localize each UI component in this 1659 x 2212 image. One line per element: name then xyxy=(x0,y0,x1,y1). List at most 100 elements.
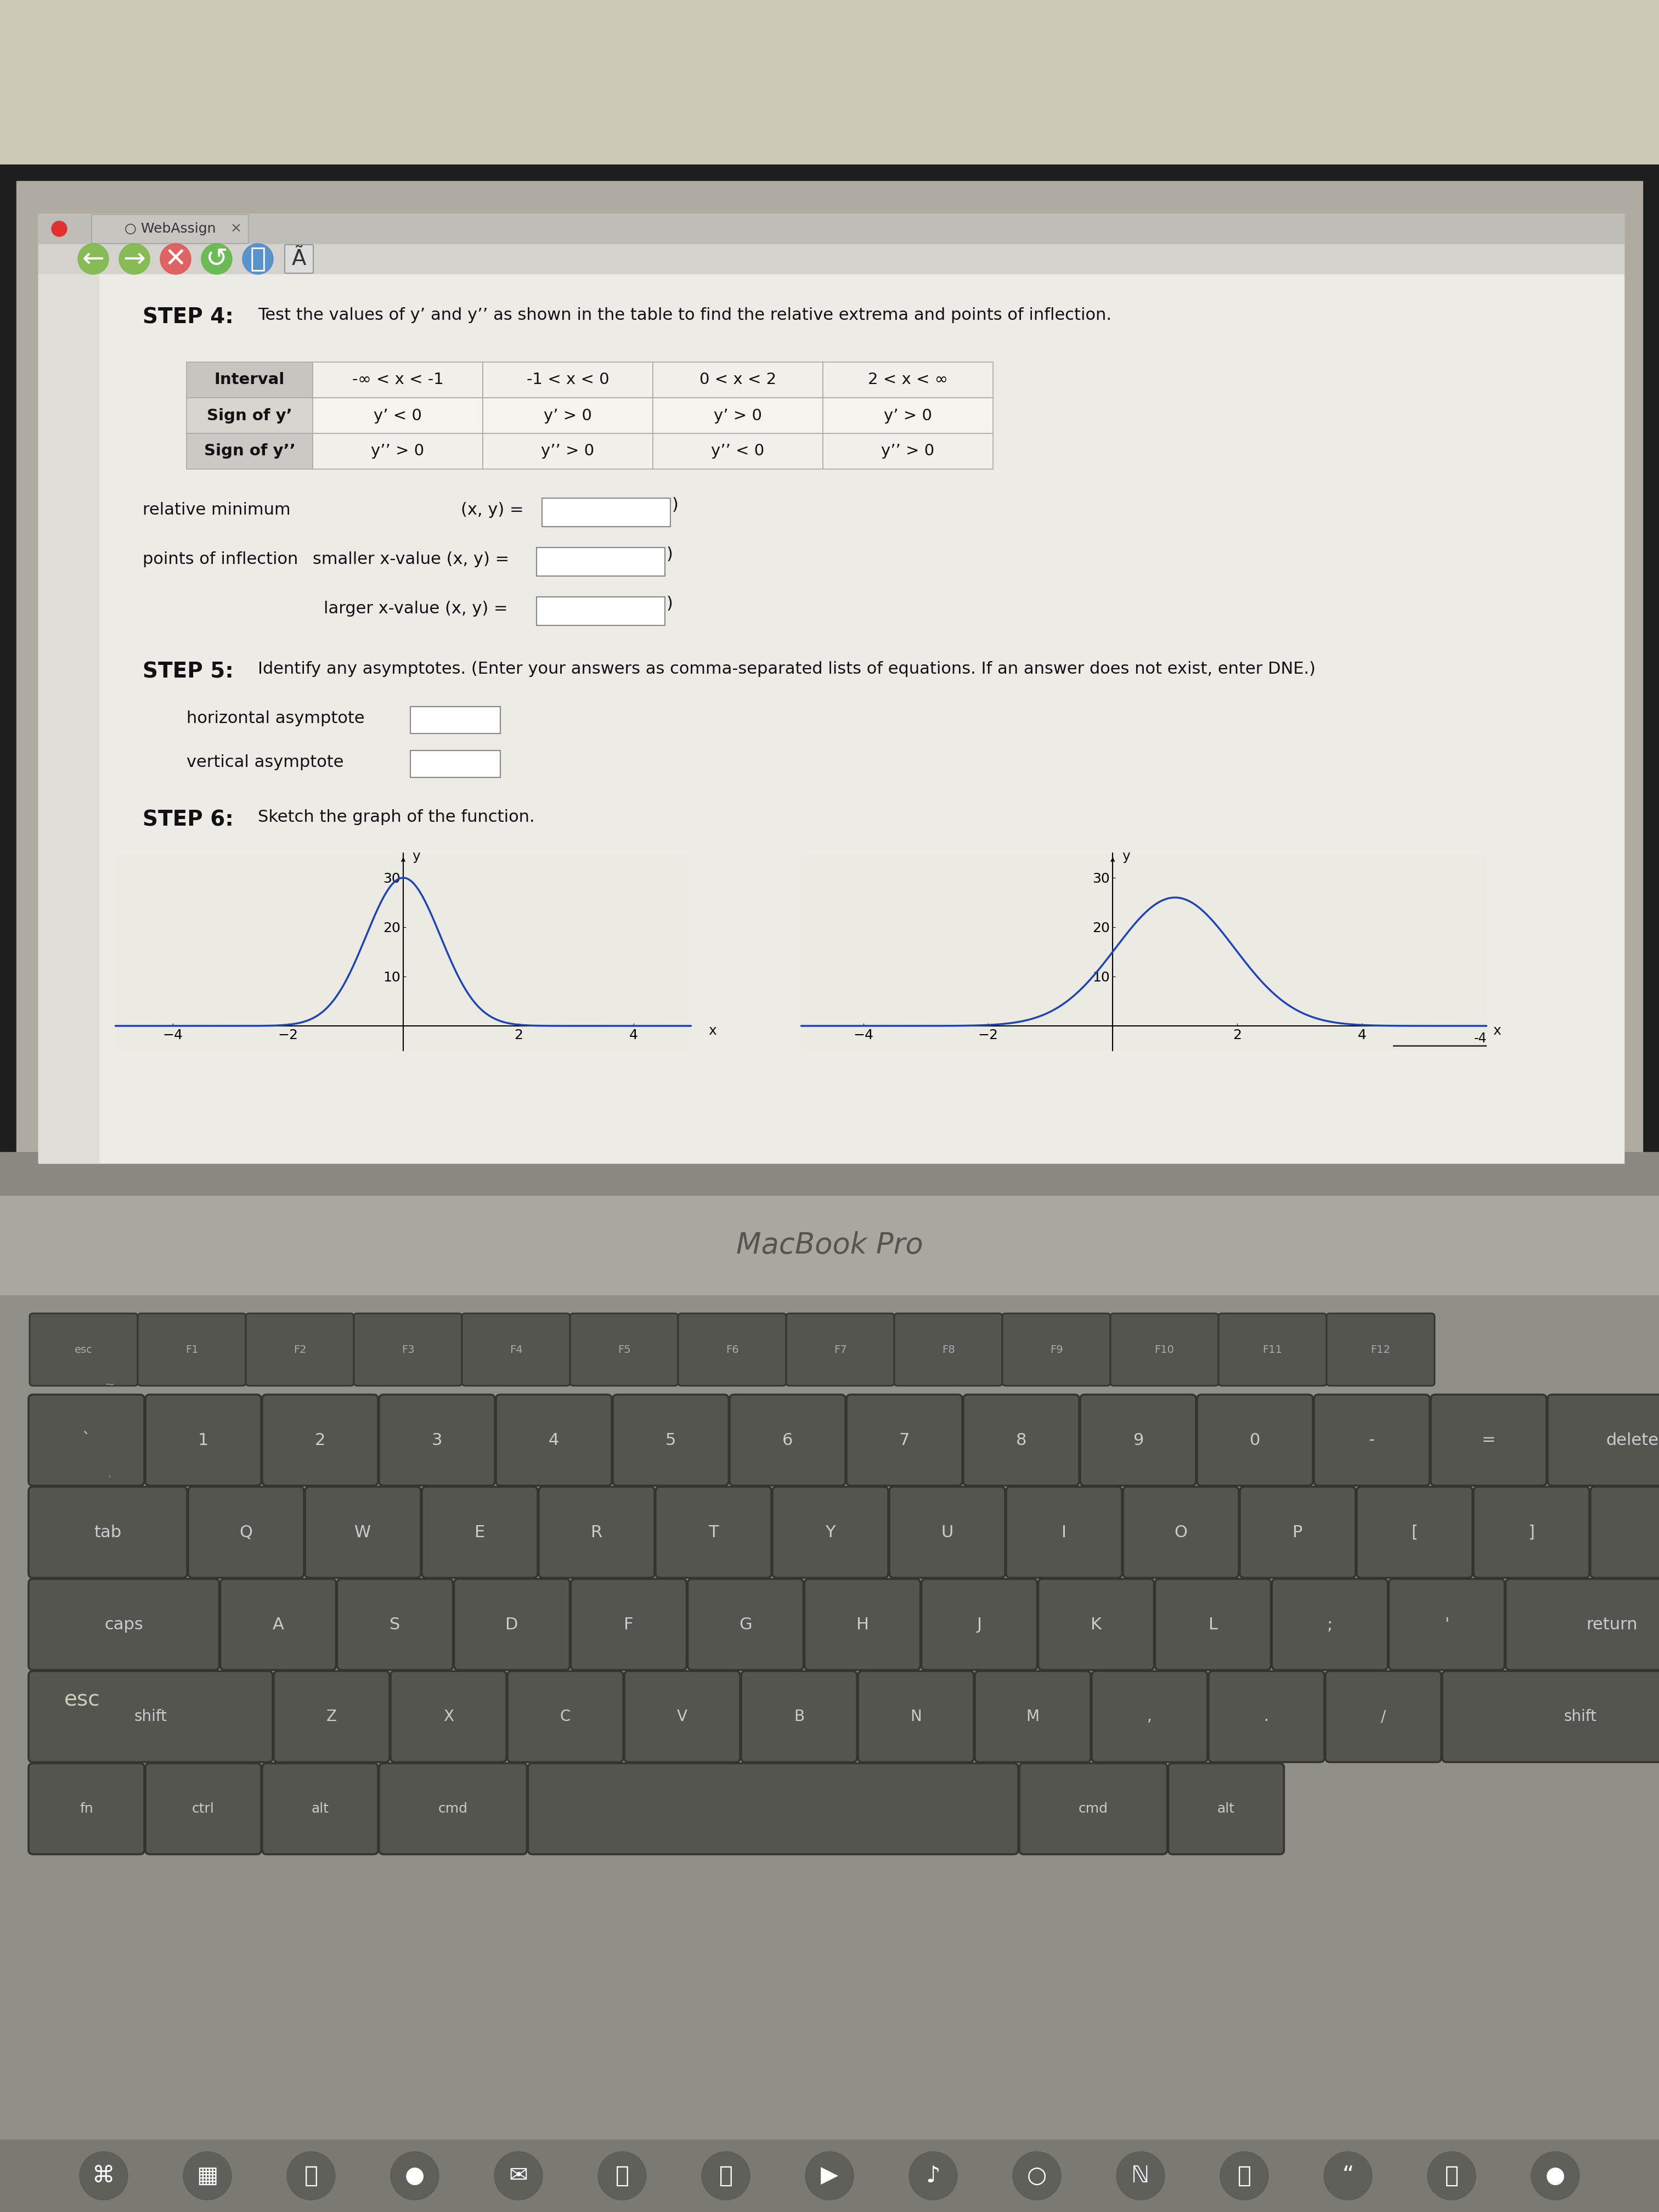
FancyBboxPatch shape xyxy=(679,1314,786,1385)
FancyBboxPatch shape xyxy=(1110,1314,1218,1385)
Text: ,: , xyxy=(1146,1710,1151,1725)
Text: `: ` xyxy=(108,1475,113,1486)
Circle shape xyxy=(119,243,149,274)
Text: ✉: ✉ xyxy=(509,2163,528,2188)
Text: 🧭: 🧭 xyxy=(304,2163,319,2188)
Text: W: W xyxy=(355,1524,372,1540)
FancyBboxPatch shape xyxy=(1314,1394,1430,1486)
Text: F4: F4 xyxy=(509,1345,523,1354)
FancyBboxPatch shape xyxy=(655,1486,771,1577)
FancyBboxPatch shape xyxy=(146,1763,260,1854)
Text: ▶: ▶ xyxy=(821,2163,838,2188)
FancyBboxPatch shape xyxy=(1168,1763,1284,1854)
Bar xyxy=(823,363,994,398)
FancyBboxPatch shape xyxy=(846,1394,962,1486)
Text: /: / xyxy=(1380,1710,1385,1725)
Text: F1: F1 xyxy=(186,1345,197,1354)
Circle shape xyxy=(1324,2152,1372,2201)
Text: F11: F11 xyxy=(1262,1345,1282,1354)
Text: Ã: Ã xyxy=(292,248,307,270)
Text: E: E xyxy=(474,1524,484,1540)
Text: 6: 6 xyxy=(781,1431,793,1449)
FancyBboxPatch shape xyxy=(1473,1486,1589,1577)
FancyBboxPatch shape xyxy=(921,1579,1037,1670)
Circle shape xyxy=(161,243,191,274)
FancyBboxPatch shape xyxy=(30,1314,138,1385)
Text: Identify any asymptotes. (Enter your answers as comma-separated lists of equatio: Identify any asymptotes. (Enter your ans… xyxy=(257,661,1316,677)
Bar xyxy=(0,2139,1659,2212)
FancyBboxPatch shape xyxy=(1389,1579,1505,1670)
Text: [: [ xyxy=(1412,1524,1418,1540)
Text: Test the values of y’ and y’’ as shown in the table to find the relative extrema: Test the values of y’ and y’’ as shown i… xyxy=(257,307,1112,323)
Text: caps: caps xyxy=(105,1617,143,1632)
Text: B: B xyxy=(793,1710,805,1725)
FancyBboxPatch shape xyxy=(28,1486,187,1577)
Text: ): ) xyxy=(672,498,679,513)
Bar xyxy=(0,164,1659,1179)
FancyBboxPatch shape xyxy=(1209,1670,1324,1763)
FancyBboxPatch shape xyxy=(858,1670,974,1763)
Bar xyxy=(186,363,312,398)
Bar xyxy=(0,1197,1659,1294)
FancyBboxPatch shape xyxy=(187,1486,304,1577)
Text: ): ) xyxy=(667,595,674,613)
Text: alt: alt xyxy=(1218,1803,1234,1816)
FancyBboxPatch shape xyxy=(571,1314,679,1385)
Text: relative minimum: relative minimum xyxy=(143,502,290,518)
Text: ×: × xyxy=(231,221,242,234)
FancyBboxPatch shape xyxy=(246,1314,353,1385)
Bar xyxy=(654,398,823,434)
FancyBboxPatch shape xyxy=(285,246,314,274)
Text: S: S xyxy=(390,1617,400,1632)
Circle shape xyxy=(909,2152,957,2201)
Text: x: x xyxy=(1493,1024,1501,1037)
FancyBboxPatch shape xyxy=(786,1314,894,1385)
Text: y’’ > 0: y’’ > 0 xyxy=(372,445,425,458)
Circle shape xyxy=(78,243,108,274)
FancyBboxPatch shape xyxy=(421,1486,538,1577)
Text: F7: F7 xyxy=(834,1345,846,1354)
Text: 4: 4 xyxy=(549,1431,559,1449)
Bar xyxy=(38,215,1624,243)
Text: 📅: 📅 xyxy=(718,2163,733,2188)
Circle shape xyxy=(1117,2152,1165,2201)
Text: Sign of y’: Sign of y’ xyxy=(207,407,292,422)
FancyBboxPatch shape xyxy=(1092,1670,1208,1763)
Text: M: M xyxy=(1027,1710,1039,1725)
Bar xyxy=(38,243,1624,274)
Text: T: T xyxy=(708,1524,718,1540)
Text: STEP 5:: STEP 5: xyxy=(143,661,234,681)
Text: 🅰: 🅰 xyxy=(1445,2163,1458,2188)
FancyBboxPatch shape xyxy=(688,1579,803,1670)
FancyBboxPatch shape xyxy=(146,1394,260,1486)
Text: y’ > 0: y’ > 0 xyxy=(713,407,761,422)
Bar xyxy=(483,363,654,398)
Text: ●: ● xyxy=(405,2163,425,2188)
Text: smaller x-value (x, y) =: smaller x-value (x, y) = xyxy=(312,551,509,566)
FancyBboxPatch shape xyxy=(1239,1486,1355,1577)
Bar xyxy=(312,398,483,434)
FancyBboxPatch shape xyxy=(1548,1394,1659,1486)
Text: y’ > 0: y’ > 0 xyxy=(544,407,592,422)
Text: ⌘: ⌘ xyxy=(93,2163,114,2188)
FancyBboxPatch shape xyxy=(1430,1394,1546,1486)
FancyBboxPatch shape xyxy=(805,1579,921,1670)
Circle shape xyxy=(702,2152,750,2201)
FancyBboxPatch shape xyxy=(1080,1394,1196,1486)
FancyBboxPatch shape xyxy=(773,1486,888,1577)
FancyBboxPatch shape xyxy=(1002,1314,1110,1385)
FancyBboxPatch shape xyxy=(138,1314,246,1385)
Text: ▦: ▦ xyxy=(196,2163,219,2188)
Text: K: K xyxy=(1090,1617,1102,1632)
Circle shape xyxy=(1012,2152,1062,2201)
Text: 7: 7 xyxy=(899,1431,909,1449)
Circle shape xyxy=(51,221,66,237)
FancyBboxPatch shape xyxy=(624,1670,740,1763)
Text: F3: F3 xyxy=(401,1345,415,1354)
Text: ): ) xyxy=(667,546,674,562)
FancyBboxPatch shape xyxy=(1019,1763,1168,1854)
Bar xyxy=(38,215,1624,1164)
FancyBboxPatch shape xyxy=(1005,1486,1121,1577)
Text: 8: 8 xyxy=(1015,1431,1027,1449)
Text: 1: 1 xyxy=(197,1431,209,1449)
